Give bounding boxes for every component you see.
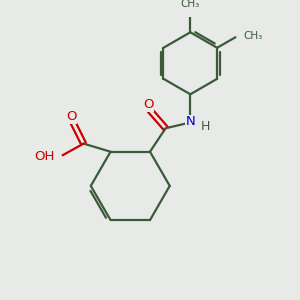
Text: OH: OH <box>34 150 55 163</box>
Text: CH₃: CH₃ <box>181 0 200 9</box>
Text: O: O <box>66 110 77 123</box>
Text: CH₃: CH₃ <box>243 31 262 41</box>
Text: O: O <box>143 98 154 111</box>
Text: H: H <box>201 120 211 133</box>
Text: N: N <box>186 116 196 128</box>
